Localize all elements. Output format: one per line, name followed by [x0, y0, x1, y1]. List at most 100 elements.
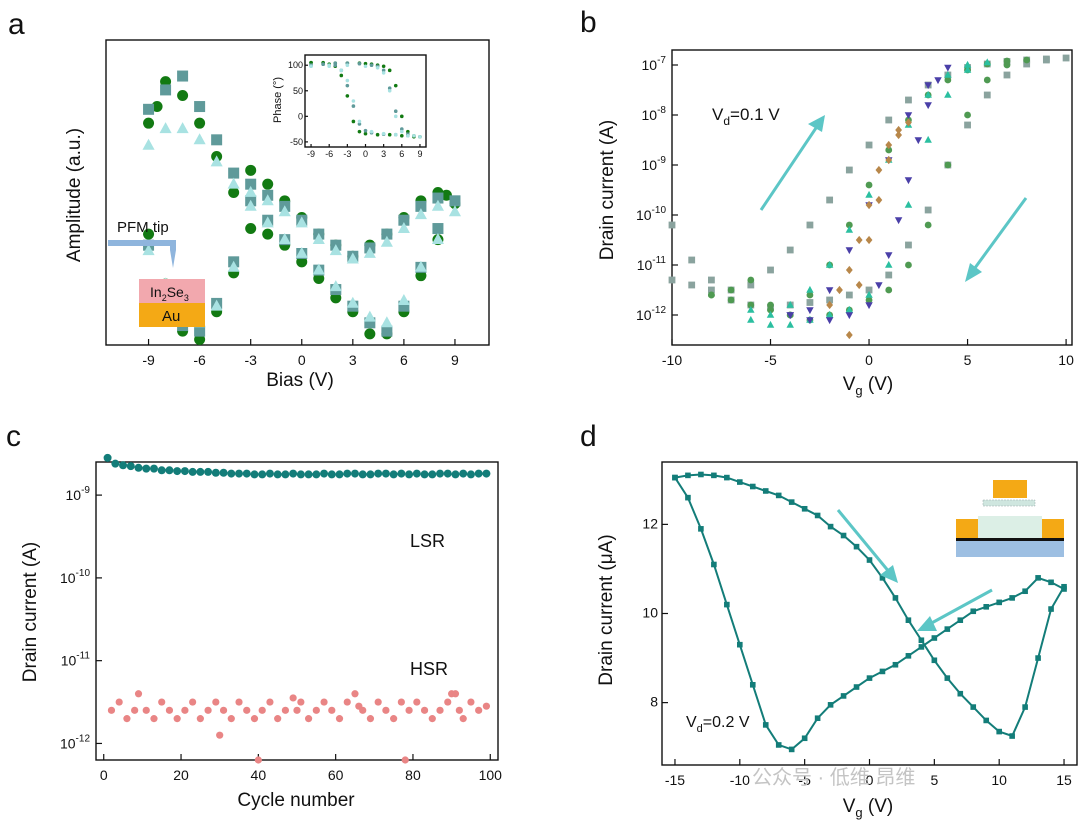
reverse-point: [788, 746, 795, 753]
amplitude-point: [312, 233, 325, 245]
x-tick-label: -5: [798, 772, 811, 788]
amplitude-point: [160, 76, 172, 88]
phase-point: [369, 63, 374, 68]
lsr-point: [157, 466, 166, 475]
transfer-point: [865, 141, 873, 149]
panel-c-data: [103, 453, 491, 764]
transfer-point: [904, 112, 913, 120]
y-tick-label: 8: [650, 694, 658, 710]
phase-point: [400, 114, 404, 119]
phase-point: [309, 64, 313, 69]
transfer-point: [865, 181, 873, 189]
y-tick-label: 10-9: [66, 485, 91, 503]
forward-point: [879, 575, 886, 581]
reverse-point: [1061, 586, 1067, 592]
panel-a-frame: [105, 39, 490, 346]
lsr-point: [227, 469, 236, 478]
transfer-point: [668, 221, 676, 229]
lsr-point: [273, 470, 282, 479]
lsr-point: [173, 467, 182, 476]
reverse-point: [918, 644, 925, 650]
hsr-point: [258, 706, 266, 714]
forward-point: [905, 617, 912, 623]
hsr-point: [328, 706, 336, 714]
transfer-point: [894, 217, 903, 225]
y-tick-label: 10: [642, 605, 658, 621]
amplitude-point: [363, 310, 376, 322]
hsr-point: [165, 706, 174, 714]
panel-b-ticks: -10 -5 0 5 10 10-12 10-11 10-10 10-9 10-8 10-7: [636, 55, 1074, 368]
transfer-point: [1003, 71, 1011, 79]
reverse-point: [737, 641, 743, 648]
hsr-point: [115, 698, 123, 706]
amplitude-point: [177, 89, 189, 101]
lsr-point: [134, 463, 143, 472]
phase-point: [339, 68, 344, 73]
phase-point: [351, 104, 356, 108]
transfer-point: [885, 140, 893, 150]
phase-point: [321, 62, 325, 66]
inset-y-tick-label: -50: [290, 137, 303, 147]
transfer-point: [786, 312, 794, 320]
reverse-point: [685, 494, 691, 501]
transfer-point: [1062, 54, 1070, 62]
transfer-point: [836, 285, 843, 295]
transfer-point: [826, 196, 834, 204]
hsr-point: [216, 731, 224, 739]
hsr-point: [123, 715, 131, 723]
amplitude-point: [211, 134, 223, 146]
transfer-point: [963, 60, 972, 68]
amplitude-point: [329, 280, 342, 292]
x-tick-label: 0: [363, 149, 368, 159]
inset-ticks: -9 -6 -3 0 3 6 9 -50 0 50 100: [288, 60, 422, 159]
amplitude-point: [381, 228, 393, 240]
lsr-point: [389, 470, 398, 479]
reverse-point: [931, 635, 938, 641]
transfer-point: [885, 116, 893, 124]
phase-point: [351, 99, 356, 103]
reverse-point: [762, 722, 769, 728]
phase-point: [400, 127, 404, 131]
transfer-point: [885, 260, 893, 268]
panel-b: b Drain current (A) Vg (V) -10 -5 0 5 10 10-1…: [580, 6, 1074, 398]
transfer-point: [668, 276, 676, 284]
panel-d-ylabel: Drain current (μA): [596, 534, 617, 685]
amplitude-point: [228, 167, 240, 179]
lsr-point: [350, 469, 359, 478]
phase-point: [357, 122, 362, 126]
inset-y-tick-label: 100: [288, 60, 303, 70]
amplitude-point: [244, 199, 257, 211]
phase-point: [381, 71, 386, 75]
phase-point: [393, 114, 398, 119]
reverse-point: [853, 684, 860, 690]
amplitude-point: [160, 84, 172, 96]
hsr-point: [266, 698, 274, 706]
amplitude-point: [210, 299, 223, 311]
amplitude-point: [262, 178, 274, 190]
transfer-point: [806, 307, 814, 315]
y-tick-label: 10-11: [61, 651, 91, 669]
forward-point: [983, 717, 990, 724]
x-tick-label: -3: [343, 149, 351, 159]
forward-point: [996, 728, 1002, 735]
transfer-point: [786, 300, 794, 308]
amplitude-point: [415, 270, 427, 282]
forward-point: [853, 543, 860, 550]
lsr-point: [165, 466, 174, 475]
amplitude-point: [176, 122, 189, 134]
transfer-point: [806, 221, 814, 229]
hsr-point: [482, 702, 491, 710]
panel-d-arrow-forward: [836, 509, 898, 583]
hsr-point: [351, 690, 359, 698]
pfm-tip-label: PFM tip: [117, 219, 169, 236]
hsr-point: [235, 698, 243, 706]
amplitude-point: [194, 101, 206, 113]
phase-point: [363, 131, 368, 136]
transfer-point: [855, 235, 863, 245]
phase-point: [357, 119, 362, 124]
transfer-point: [826, 300, 834, 310]
x-tick-label: -3: [244, 352, 257, 368]
phase-point: [381, 68, 386, 73]
forward-line: [674, 473, 1065, 738]
